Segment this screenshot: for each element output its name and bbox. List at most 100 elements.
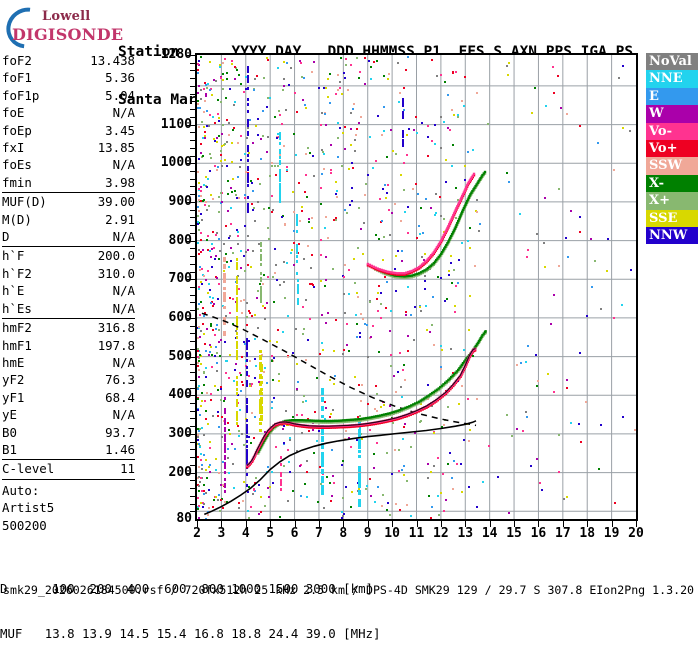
y-axis-tick (190, 464, 195, 466)
y-axis-tick (190, 62, 195, 64)
param-row: yE N/A (2, 406, 135, 423)
y-axis-tick (190, 403, 195, 404)
x-axis-label: 10 (384, 526, 400, 541)
param-value: N/A (112, 300, 135, 316)
y-axis-tick (190, 503, 195, 505)
param-group-2: h`F 200.0 h`F2 310.0 h`E N/A h`Es N/A (2, 247, 135, 320)
y-axis-tick (190, 410, 195, 412)
x-axis-labels: 2 3 4 5 6 7 8 9 10 11 12 13 14 15 16 17 18 19 20 (0, 527, 700, 545)
legend-item-x-[interactable]: X+ (646, 192, 698, 210)
param-value: 3.45 (105, 122, 135, 138)
param-row: D N/A (2, 228, 135, 245)
param-key: foEp (2, 122, 32, 138)
y-axis-tick (190, 310, 195, 312)
y-axis-tick (186, 472, 195, 474)
param-group-0: foF2 13.438 foF1 5.36 foF1p 5.04 foE N/A foEp 3.4… (2, 52, 135, 194)
param-key: D (2, 229, 10, 245)
param-row: hmF1 197.8 (2, 337, 135, 354)
y-axis-tick (186, 356, 195, 358)
y-axis-tick (190, 294, 195, 296)
x-axis-label: 6 (290, 526, 299, 541)
param-value: 13.438 (90, 53, 135, 68)
param-value: 3.98 (105, 174, 135, 190)
x-axis-label: 4 (241, 526, 250, 541)
y-axis-label: 200 (168, 464, 192, 480)
y-axis-tick (190, 186, 195, 188)
y-axis-label: 700 (168, 271, 192, 287)
param-key: foE (2, 105, 25, 121)
x-axis-tick (416, 521, 418, 527)
ionogram-plot-area[interactable] (195, 53, 638, 521)
x-axis-tick (270, 521, 272, 527)
x-axis-label: 12 (433, 526, 449, 541)
y-axis-tick (190, 480, 195, 482)
param-key: M(D) (2, 211, 32, 227)
x-axis-tick (440, 521, 442, 527)
y-axis-label: 900 (168, 193, 192, 209)
param-key: hmE (2, 354, 25, 370)
y-axis-tick (186, 317, 195, 319)
legend-item-noval[interactable]: NoVal (646, 53, 698, 71)
y-axis-label: 800 (168, 232, 192, 248)
x-axis-label: 17 (555, 526, 571, 541)
legend-item-vo-[interactable]: Vo+ (646, 139, 698, 158)
y-axis-tick (190, 387, 195, 389)
param-value: 39.00 (97, 194, 135, 210)
o-mode-trace-lower (246, 347, 477, 467)
x-axis-tick (538, 521, 540, 527)
x-axis-tick (392, 521, 394, 527)
y-axis-tick (190, 302, 195, 304)
param-value: N/A (112, 105, 135, 121)
param-key: foF1 (2, 70, 32, 86)
param-key: h`F2 (2, 265, 32, 281)
legend-item-nne[interactable]: NNE (646, 70, 698, 88)
y-axis-tick (186, 201, 195, 203)
x-axis-label: 5 (266, 526, 275, 541)
param-value: 2.91 (105, 211, 135, 227)
scaled-o-trace-overlay (246, 347, 476, 467)
y-axis-tick (190, 271, 195, 273)
x-mode-trace-upper-light (374, 172, 487, 280)
x-axis-tick (514, 521, 516, 527)
noise-scatter (197, 56, 636, 519)
y-axis-tick (186, 55, 195, 56)
auto-code: 500200 (2, 517, 47, 533)
x-axis-label: 15 (506, 526, 522, 541)
legend-item-sse[interactable]: SSE (646, 209, 698, 227)
y-axis-tick (190, 325, 195, 327)
legend-item-nnw[interactable]: NNW (646, 226, 698, 245)
x-mode-trace-upper (374, 170, 487, 278)
y-axis-tick (190, 209, 195, 211)
y-axis-label: 500 (168, 348, 192, 364)
legend-item-e[interactable]: E (646, 87, 698, 106)
y-axis-tick (186, 163, 195, 165)
param-key: foF2 (2, 53, 32, 68)
muf-row: MUF 13.8 13.9 14.5 15.4 16.8 18.8 24.4 3… (0, 626, 381, 641)
y-axis-tick (190, 418, 195, 420)
x-axis-tick (465, 521, 467, 527)
y-axis-tick (190, 511, 195, 513)
legend-item-x-[interactable]: X- (646, 174, 698, 193)
x-axis-tick (294, 521, 296, 527)
param-row: foEp 3.45 (2, 122, 135, 139)
param-row: hmF2 316.8 (2, 319, 135, 336)
y-axis-label: 1000 (160, 155, 192, 171)
y-axis-tick (186, 240, 195, 242)
y-axis-tick (190, 109, 195, 111)
parameter-panel: foF2 13.438 foF1 5.36 foF1p 5.04 foE N/A foEp 3.4… (2, 52, 135, 534)
param-value: 197.8 (97, 337, 135, 353)
auto-label: Auto: (2, 482, 40, 498)
x-axis-label: 14 (481, 526, 498, 541)
muf-dashed-curve (201, 312, 477, 427)
legend-item-ssw[interactable]: SSW (646, 157, 698, 175)
param-row: C-level 11 (2, 460, 135, 477)
legend-item-vo-[interactable]: Vo- (646, 122, 698, 140)
x-axis-label: 2 (193, 526, 201, 541)
y-axis-tick (190, 287, 195, 288)
param-row: fmin 3.98 (2, 174, 135, 191)
y-axis-tick (190, 171, 195, 172)
y-axis-tick (190, 256, 195, 258)
param-key: h`Es (2, 300, 32, 316)
plot-gridlines (197, 55, 636, 519)
legend-item-w[interactable]: W (646, 105, 698, 123)
